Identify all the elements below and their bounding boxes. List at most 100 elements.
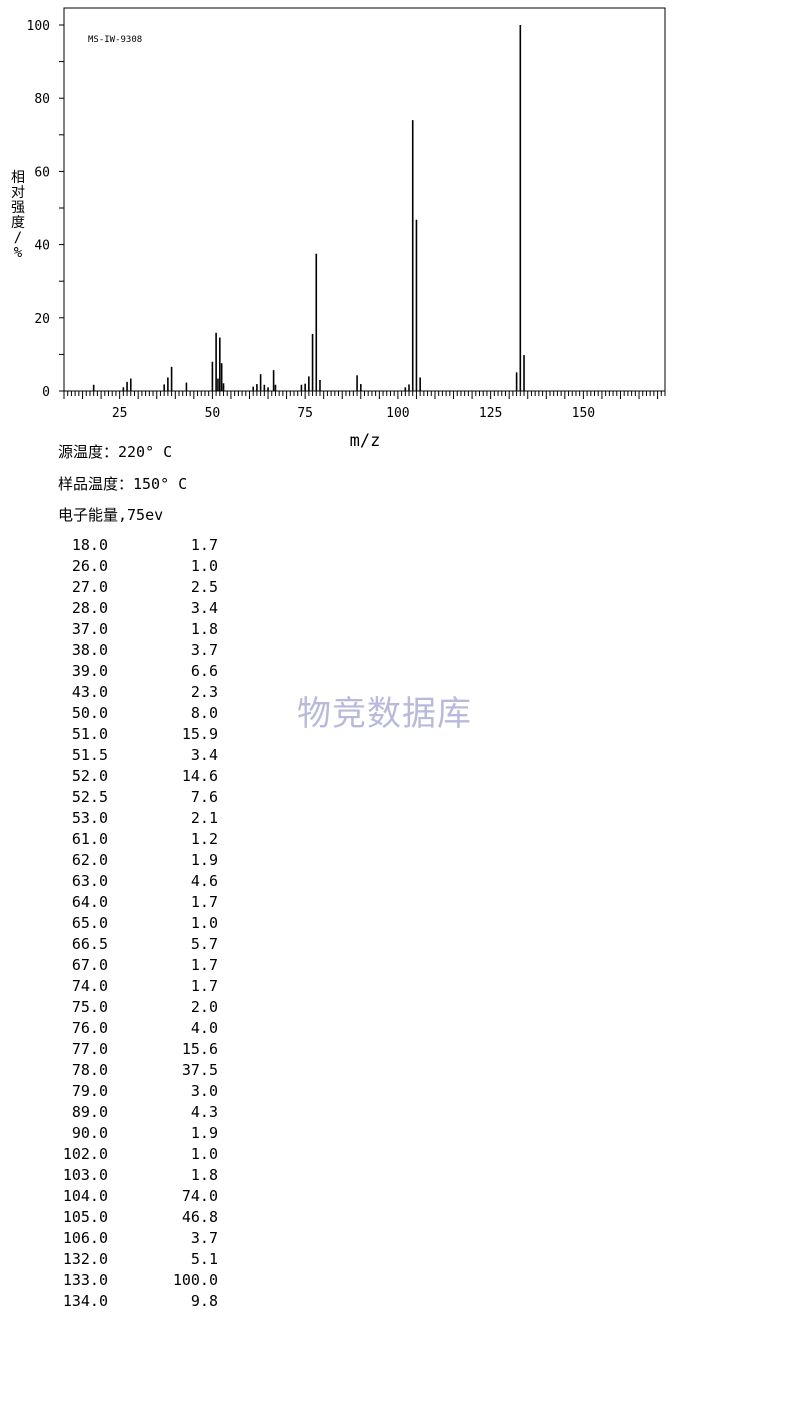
peak-intensity: 15.6 xyxy=(181,1040,218,1058)
peak-row: 134.0 9.8 xyxy=(40,1291,230,1312)
peak-mz: 62.0 xyxy=(71,851,108,869)
peak-intensity: 1.0 xyxy=(190,1145,218,1163)
peak-mz: 64.0 xyxy=(71,893,108,911)
peak-intensity: 1.9 xyxy=(190,1124,218,1142)
peak-mz: 77.0 xyxy=(71,1040,108,1058)
peak-intensity: 15.9 xyxy=(181,725,218,743)
peak-intensity: 3.4 xyxy=(190,599,218,617)
peak-row: 43.0 2.3 xyxy=(40,682,230,703)
peak-intensity: 1.7 xyxy=(190,536,218,554)
plot-frame xyxy=(63,7,666,392)
peak-row: 64.0 1.7 xyxy=(40,892,230,913)
peak-mz: 76.0 xyxy=(71,1019,108,1037)
peak-row: 39.0 6.6 xyxy=(40,661,230,682)
peak-mz: 51.5 xyxy=(71,746,108,764)
peak-row: 66.5 5.7 xyxy=(40,934,230,955)
peak-row: 62.0 1.9 xyxy=(40,850,230,871)
peak-row: 89.0 4.3 xyxy=(40,1102,230,1123)
peak-row: 76.0 4.0 xyxy=(40,1018,230,1039)
peak-intensity: 1.2 xyxy=(190,830,218,848)
peak-intensity: 1.7 xyxy=(190,977,218,995)
peak-mz: 28.0 xyxy=(71,599,108,617)
peak-intensity: 4.6 xyxy=(190,872,218,890)
peak-row: 75.0 2.0 xyxy=(40,997,230,1018)
peak-row: 51.5 3.4 xyxy=(40,745,230,766)
peak-intensity: 2.5 xyxy=(190,578,218,596)
peak-row: 77.0 15.6 xyxy=(40,1039,230,1060)
peak-intensity: 2.0 xyxy=(190,998,218,1016)
peak-row: 79.0 3.0 xyxy=(40,1081,230,1102)
peak-mz: 105.0 xyxy=(62,1208,108,1226)
peak-row: 106.0 3.7 xyxy=(40,1228,230,1249)
peak-row: 18.0 1.7 xyxy=(40,535,230,556)
peak-mz: 67.0 xyxy=(71,956,108,974)
peak-row: 104.0 74.0 xyxy=(40,1186,230,1207)
peak-mz: 78.0 xyxy=(71,1061,108,1079)
peak-intensity: 1.7 xyxy=(190,956,218,974)
peak-row: 61.0 1.2 xyxy=(40,829,230,850)
peak-intensity: 37.5 xyxy=(181,1061,218,1079)
peak-row: 50.0 8.0 xyxy=(40,703,230,724)
peak-row: 133.0 100.0 xyxy=(40,1270,230,1291)
peak-row: 63.0 4.6 xyxy=(40,871,230,892)
peak-mz: 39.0 xyxy=(71,662,108,680)
x-tick-label: 100 xyxy=(386,406,409,421)
peak-intensity: 7.6 xyxy=(190,788,218,806)
peak-intensity: 6.6 xyxy=(190,662,218,680)
sample-temperature: 样品温度：150° C xyxy=(58,475,188,493)
peak-intensity: 3.7 xyxy=(190,1229,218,1247)
peak-mz: 61.0 xyxy=(71,830,108,848)
y-tick-label: 60 xyxy=(34,165,50,180)
peak-intensity: 2.3 xyxy=(190,683,218,701)
peak-intensity: 4.3 xyxy=(190,1103,218,1121)
electron-energy: 电子能量,75ev xyxy=(58,506,164,524)
peak-row: 38.0 3.7 xyxy=(40,640,230,661)
peak-intensity: 1.8 xyxy=(190,1166,218,1184)
peak-row: 67.0 1.7 xyxy=(40,955,230,976)
peak-intensity: 46.8 xyxy=(181,1208,218,1226)
peak-intensity: 5.7 xyxy=(190,935,218,953)
peak-intensity: 9.8 xyxy=(190,1292,218,1310)
peak-bars xyxy=(92,25,525,391)
peak-mz: 27.0 xyxy=(71,578,108,596)
y-tick-label: 20 xyxy=(34,312,50,327)
peak-intensity: 4.0 xyxy=(190,1019,218,1037)
peak-row: 65.0 1.0 xyxy=(40,913,230,934)
peak-intensity: 8.0 xyxy=(190,704,218,722)
y-tick-label: 100 xyxy=(27,19,50,34)
peak-intensity: 14.6 xyxy=(181,767,218,785)
peak-mz: 106.0 xyxy=(62,1229,108,1247)
x-axis-label: m/z xyxy=(350,431,381,451)
x-tick-label: 150 xyxy=(572,406,595,421)
peak-mz: 38.0 xyxy=(71,641,108,659)
peak-row: 28.0 3.4 xyxy=(40,598,230,619)
peak-intensity: 74.0 xyxy=(181,1187,218,1205)
peak-intensity: 1.7 xyxy=(190,893,218,911)
peak-mz: 103.0 xyxy=(62,1166,108,1184)
peak-row: 52.5 7.6 xyxy=(40,787,230,808)
peak-intensity: 1.0 xyxy=(190,914,218,932)
peak-mz: 66.5 xyxy=(71,935,108,953)
peak-intensity: 5.1 xyxy=(190,1250,218,1268)
peak-intensity: 1.9 xyxy=(190,851,218,869)
peak-mz: 43.0 xyxy=(71,683,108,701)
peak-mz: 133.0 xyxy=(62,1271,108,1289)
peak-mz: 75.0 xyxy=(71,998,108,1016)
peak-row: 51.0 15.9 xyxy=(40,724,230,745)
spectrum-id: MS-IW-9308 xyxy=(88,35,142,45)
peak-mz: 37.0 xyxy=(71,620,108,638)
peak-mz: 52.5 xyxy=(71,788,108,806)
y-axis: 0 20 40 60 80 100 xyxy=(27,19,64,400)
peak-mz: 53.0 xyxy=(71,809,108,827)
peak-row: 37.0 1.8 xyxy=(40,619,230,640)
peak-mz: 134.0 xyxy=(62,1292,108,1310)
peak-mz: 63.0 xyxy=(71,872,108,890)
x-tick-label: 50 xyxy=(205,406,221,421)
peak-mz: 50.0 xyxy=(71,704,108,722)
peak-mz: 51.0 xyxy=(71,725,108,743)
peak-mz: 89.0 xyxy=(71,1103,108,1121)
peak-row: 52.0 14.6 xyxy=(40,766,230,787)
peak-intensity: 1.8 xyxy=(190,620,218,638)
peak-mz: 132.0 xyxy=(62,1250,108,1268)
